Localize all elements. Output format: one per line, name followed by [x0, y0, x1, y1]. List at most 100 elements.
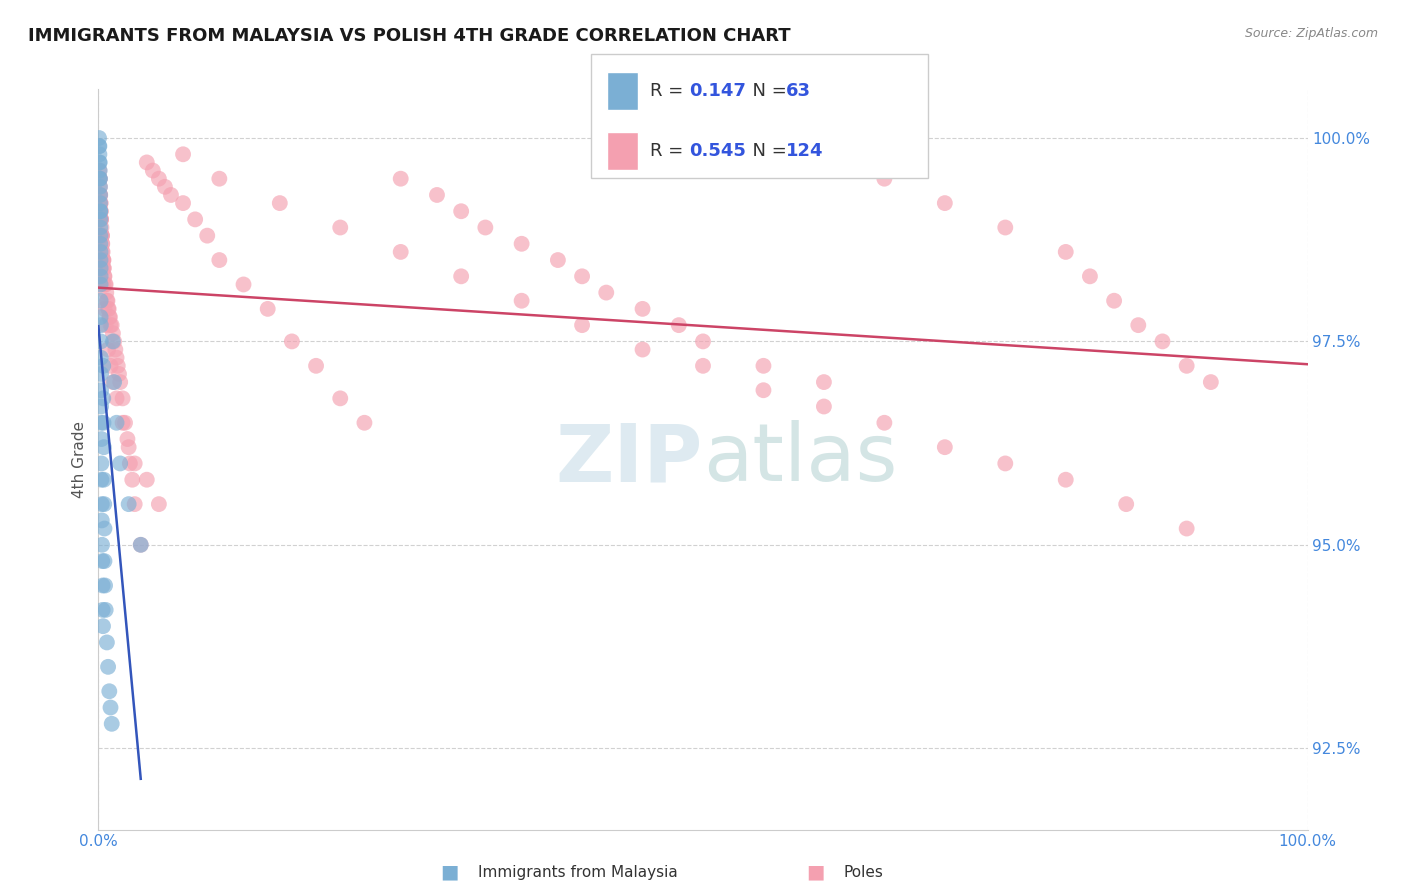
Point	[90, 473, 112, 487]
Point	[93, 261, 115, 276]
Point	[89, 139, 111, 153]
Point	[118, 440, 141, 454]
Point	[172, 196, 194, 211]
Point	[232, 277, 254, 292]
Point	[90, 497, 112, 511]
Point	[1115, 497, 1137, 511]
Point	[90, 310, 112, 324]
Point	[89, 179, 111, 194]
Point	[873, 416, 896, 430]
Point	[111, 392, 134, 406]
Point	[90, 204, 112, 219]
Point	[752, 359, 775, 373]
Point	[100, 318, 122, 333]
Point	[101, 375, 124, 389]
Point	[631, 301, 654, 316]
Text: 63: 63	[786, 82, 811, 100]
Point	[91, 244, 114, 259]
Point	[94, 578, 117, 592]
Point	[994, 457, 1017, 471]
Point	[100, 700, 122, 714]
Point	[91, 253, 114, 268]
Point	[90, 383, 112, 397]
Point	[89, 171, 111, 186]
Point	[87, 139, 110, 153]
Point	[93, 522, 115, 536]
Point	[129, 538, 152, 552]
Point	[118, 457, 141, 471]
Point	[90, 513, 112, 527]
Point	[208, 253, 231, 268]
Point	[104, 343, 127, 357]
Point	[89, 204, 111, 219]
Point	[124, 497, 146, 511]
Point	[91, 538, 114, 552]
Point	[91, 392, 114, 406]
Point	[269, 196, 291, 211]
Point	[329, 220, 352, 235]
Point	[90, 196, 112, 211]
Point	[934, 196, 956, 211]
Y-axis label: 4th Grade: 4th Grade	[72, 421, 87, 498]
Point	[1078, 269, 1101, 284]
Point	[89, 171, 111, 186]
Text: Poles: Poles	[844, 865, 883, 880]
Point	[93, 473, 115, 487]
Point	[91, 578, 114, 592]
Point	[93, 416, 115, 430]
Point	[256, 301, 278, 316]
Point	[631, 343, 654, 357]
Point	[329, 392, 352, 406]
Point	[752, 383, 775, 397]
Point	[89, 188, 111, 202]
Point	[93, 269, 115, 284]
Point	[89, 196, 111, 211]
Point	[89, 188, 111, 202]
Point	[90, 212, 112, 227]
Point	[90, 277, 112, 292]
Point	[89, 155, 111, 169]
Point	[129, 538, 152, 552]
Point	[91, 253, 114, 268]
Point	[103, 375, 125, 389]
Point	[510, 236, 533, 251]
Point	[89, 163, 111, 178]
Point	[93, 261, 115, 276]
Point	[100, 716, 122, 731]
Point	[450, 269, 472, 284]
Point	[135, 473, 157, 487]
Point	[91, 554, 114, 568]
Point	[90, 261, 112, 276]
Point	[91, 244, 114, 259]
Point	[153, 179, 176, 194]
Point	[89, 212, 111, 227]
Point	[94, 277, 117, 292]
Point	[474, 220, 496, 235]
Point	[91, 228, 114, 243]
Point	[172, 147, 194, 161]
Point	[98, 310, 121, 324]
Point	[89, 188, 111, 202]
Point	[281, 334, 304, 349]
Point	[94, 277, 117, 292]
Point	[93, 301, 115, 316]
Point	[101, 326, 124, 341]
Point	[837, 155, 859, 169]
Point	[90, 432, 112, 446]
Point	[89, 228, 111, 243]
Point	[124, 457, 146, 471]
Point	[873, 171, 896, 186]
Point	[813, 375, 835, 389]
Point	[91, 603, 114, 617]
Point	[142, 163, 165, 178]
Point	[1152, 334, 1174, 349]
Point	[97, 301, 120, 316]
Point	[90, 269, 112, 284]
Point	[121, 473, 143, 487]
Point	[90, 228, 112, 243]
Point	[96, 293, 118, 308]
Point	[97, 343, 120, 357]
Point	[91, 261, 114, 276]
Point	[208, 171, 231, 186]
Text: atlas: atlas	[703, 420, 897, 499]
